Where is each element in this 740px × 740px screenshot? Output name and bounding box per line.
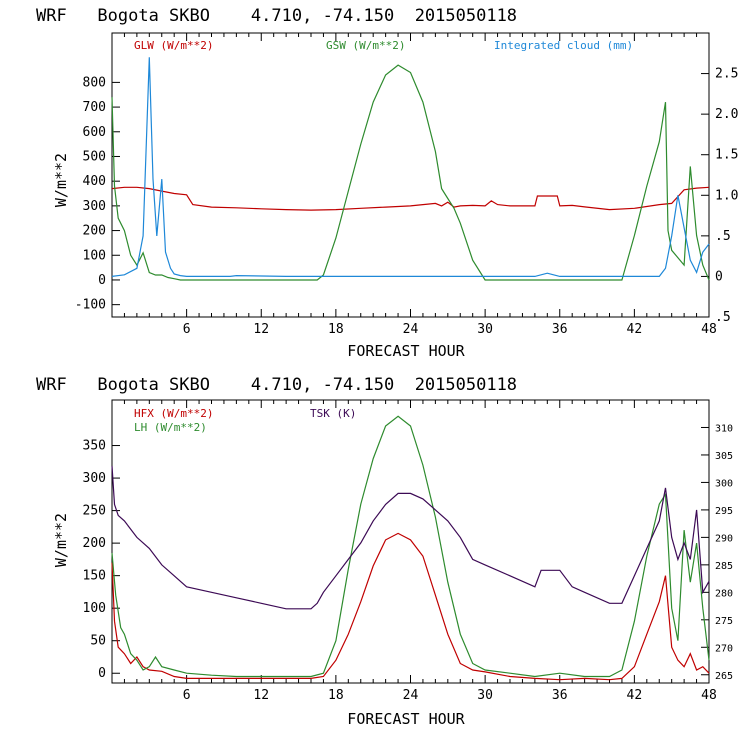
y2-tick-label: 290 bbox=[715, 533, 733, 544]
chart-title: WRF Bogota SKBO 4.710, -74.150 201505011… bbox=[36, 6, 517, 26]
y2-tick-label: 310 bbox=[715, 423, 733, 434]
plot-frame bbox=[111, 32, 710, 318]
y-tick-label: 300 bbox=[83, 471, 106, 486]
y-tick-label: 800 bbox=[83, 75, 106, 90]
y-axis-label: W/m**2 bbox=[52, 513, 70, 567]
y-tick-label: 100 bbox=[83, 248, 106, 263]
chart-title: WRF Bogota SKBO 4.710, -74.150 201505011… bbox=[36, 375, 517, 395]
y2-axis-ticks: 265 270 275 280 285 290 295 300 305 310 bbox=[701, 423, 733, 682]
y-tick-label: 150 bbox=[83, 569, 106, 584]
plot-frame bbox=[111, 399, 710, 684]
legend-gsw: GSW (W/m**2) bbox=[326, 39, 405, 52]
y2-tick-label: 265 bbox=[715, 671, 733, 682]
y-tick-label: 0 bbox=[98, 666, 106, 681]
y-tick-label: 350 bbox=[83, 439, 106, 454]
x-axis-label: FORECAST HOUR bbox=[347, 710, 465, 728]
y-tick-label: 100 bbox=[83, 601, 106, 616]
y-tick-label: 200 bbox=[83, 224, 106, 239]
y2-tick-label: 2.5 bbox=[715, 67, 738, 82]
y2-tick-label: 2.0 bbox=[715, 107, 738, 122]
series-group bbox=[111, 57, 710, 281]
y-tick-label: 400 bbox=[83, 174, 106, 189]
x-tick-label: 18 bbox=[328, 688, 344, 703]
x-tick-label: 6 bbox=[183, 688, 191, 703]
y2-tick-label: 300 bbox=[715, 478, 733, 489]
y-tick-label: 500 bbox=[83, 149, 106, 164]
y-tick-label: 300 bbox=[83, 199, 106, 214]
y-tick-label: 0 bbox=[98, 273, 106, 288]
legend-tsk: TSK (K) bbox=[310, 407, 356, 420]
x-tick-label: 12 bbox=[253, 688, 269, 703]
y2-axis-ticks: .5 0 .5 1.0 1.5 2.0 2.5 bbox=[701, 67, 738, 325]
series-line-lh bbox=[111, 415, 710, 678]
y2-tick-label: 270 bbox=[715, 643, 733, 654]
x-tick-label: 30 bbox=[477, 688, 493, 703]
x-tick-label: 36 bbox=[552, 322, 568, 337]
legend-cloud: Integrated cloud (mm) bbox=[494, 39, 633, 52]
y-tick-label: 200 bbox=[83, 536, 106, 551]
x-tick-label: 42 bbox=[627, 688, 643, 703]
series-line-gsw bbox=[111, 64, 710, 281]
series-line-tsk bbox=[111, 465, 710, 610]
x-tick-label: 24 bbox=[403, 688, 419, 703]
legend-hfx: HFX (W/m**2) bbox=[134, 407, 213, 420]
x-tick-label: 42 bbox=[627, 322, 643, 337]
x-axis-ticks: 6 12 18 24 30 36 42 48 bbox=[111, 400, 717, 703]
x-tick-label: 30 bbox=[477, 322, 493, 337]
y-axis-ticks: 0 50 100 150 200 250 300 350 bbox=[83, 439, 120, 681]
series-line-glw bbox=[111, 186, 710, 211]
x-tick-label: 24 bbox=[403, 322, 419, 337]
x-tick-label: 12 bbox=[253, 322, 269, 337]
y2-tick-label: 285 bbox=[715, 561, 733, 572]
y2-tick-label: 295 bbox=[715, 506, 733, 517]
x-tick-label: 48 bbox=[701, 688, 717, 703]
legend-glw: GLW (W/m**2) bbox=[134, 39, 213, 52]
y2-tick-label: 0 bbox=[715, 269, 723, 284]
y2-tick-label: 275 bbox=[715, 616, 733, 627]
y-tick-label: 50 bbox=[90, 634, 106, 649]
y-tick-label: 600 bbox=[83, 125, 106, 140]
series-line-hfx bbox=[111, 532, 710, 681]
series-group bbox=[111, 415, 710, 681]
x-tick-label: 36 bbox=[552, 688, 568, 703]
x-tick-label: 48 bbox=[701, 322, 717, 337]
y2-tick-label: 305 bbox=[715, 451, 733, 462]
x-tick-label: 18 bbox=[328, 322, 344, 337]
x-tick-label: 6 bbox=[183, 322, 191, 337]
y-tick-label: -100 bbox=[75, 298, 106, 313]
y2-tick-label: .5 bbox=[715, 310, 731, 325]
legend-lh: LH (W/m**2) bbox=[134, 421, 207, 434]
y2-tick-label: 280 bbox=[715, 588, 733, 599]
panel-top: WRF Bogota SKBO 4.710, -74.150 201505011… bbox=[36, 6, 738, 360]
y-axis-label: W/m**2 bbox=[52, 153, 70, 207]
y2-tick-label: 1.0 bbox=[715, 188, 738, 203]
x-axis-label: FORECAST HOUR bbox=[347, 342, 465, 360]
panel-bottom: WRF Bogota SKBO 4.710, -74.150 201505011… bbox=[36, 375, 733, 728]
x-axis-ticks: 6 12 18 24 30 36 42 48 bbox=[111, 33, 717, 337]
y2-tick-label: .5 bbox=[715, 229, 731, 244]
y-axis-ticks: -100 0 100 200 300 400 500 600 700 800 bbox=[75, 75, 120, 313]
y-tick-label: 250 bbox=[83, 504, 106, 519]
y-tick-label: 700 bbox=[83, 100, 106, 115]
series-line-integrated bbox=[111, 57, 710, 277]
y2-tick-label: 1.5 bbox=[715, 148, 738, 163]
